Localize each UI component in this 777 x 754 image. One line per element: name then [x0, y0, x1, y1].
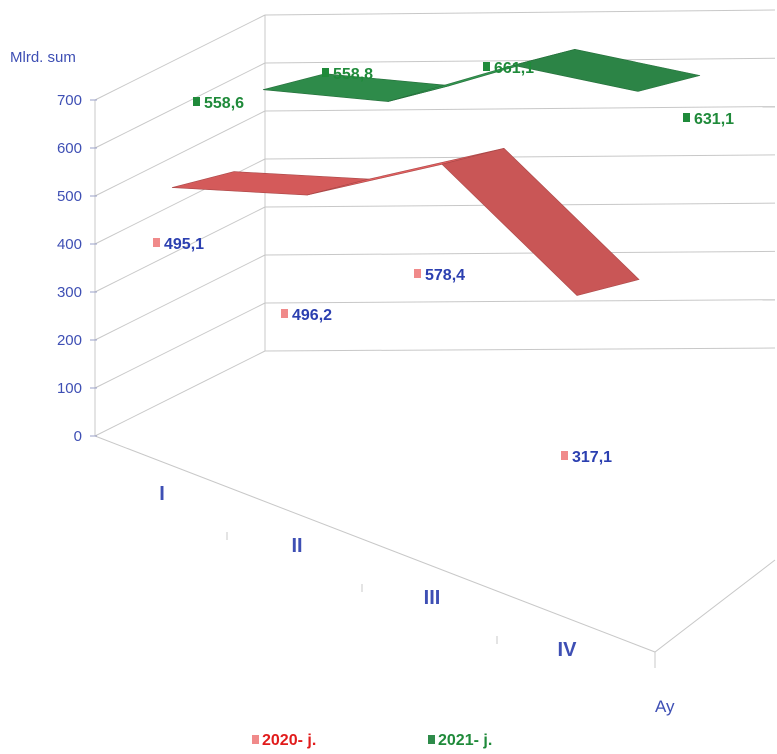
y-tick-label: 700 — [57, 92, 82, 109]
gridline — [264, 106, 776, 112]
y-tick-label: 300 — [57, 284, 82, 301]
gridline — [94, 14, 266, 101]
gridline — [264, 154, 776, 160]
y-tick-label: 200 — [57, 332, 82, 349]
y-axis-ticks: 0 100 200 300 400 500 600 700 — [57, 92, 97, 445]
gridline — [264, 299, 776, 304]
ribbon-segment — [512, 48, 701, 92]
category-label: III — [424, 587, 441, 609]
data-label-marker — [322, 68, 329, 77]
gridline — [264, 9, 776, 16]
category-label: II — [291, 535, 302, 557]
data-labels: 495,1 496,2 578,4 317,1 558,6 558,8 661,1 631,1 — [153, 60, 734, 466]
data-label-marker — [414, 269, 421, 278]
data-label-marker — [153, 238, 160, 247]
gridline — [94, 254, 266, 341]
category-label: I — [159, 483, 165, 505]
gridline — [94, 302, 266, 389]
y-tick-label: 100 — [57, 380, 82, 397]
data-label-marker — [483, 62, 490, 71]
x-axis-title: Ay — [655, 697, 675, 716]
chart-frame — [94, 9, 776, 668]
ribbon-segment — [441, 147, 640, 296]
data-label: 317,1 — [572, 449, 612, 466]
legend-label-2020: 2020- j. — [262, 732, 316, 749]
data-label: 631,1 — [694, 111, 734, 128]
gridline — [264, 250, 776, 256]
gridline — [264, 57, 776, 64]
gridline — [94, 350, 266, 437]
data-label: 495,1 — [164, 236, 204, 253]
data-label-marker — [193, 97, 200, 106]
series-ribbons — [171, 48, 701, 296]
floor-edge — [94, 435, 776, 653]
ribbon-segment — [171, 171, 370, 196]
data-label: 661,1 — [494, 60, 534, 77]
category-label: IV — [558, 639, 578, 661]
legend: 2020- j. 2021- j. — [252, 732, 492, 749]
data-label: 558,8 — [333, 66, 373, 83]
data-label-marker — [683, 113, 690, 122]
y-tick-label: 500 — [57, 188, 82, 205]
data-label: 558,6 — [204, 95, 244, 112]
data-label: 578,4 — [425, 267, 465, 284]
data-label-marker — [281, 309, 288, 318]
y-tick-label: 0 — [74, 428, 82, 445]
gridline — [264, 347, 776, 352]
gridline — [94, 62, 266, 149]
y-tick-label: 400 — [57, 236, 82, 253]
data-label: 496,2 — [292, 307, 332, 324]
gridline — [94, 110, 266, 197]
legend-label-2021: 2021- j. — [438, 732, 492, 749]
gridline — [94, 206, 266, 293]
legend-swatch-2021 — [428, 735, 435, 744]
data-label-marker — [561, 451, 568, 460]
legend-swatch-2020 — [252, 735, 259, 744]
y-axis-title: Mlrd. sum — [10, 49, 76, 66]
y-tick-label: 600 — [57, 140, 82, 157]
